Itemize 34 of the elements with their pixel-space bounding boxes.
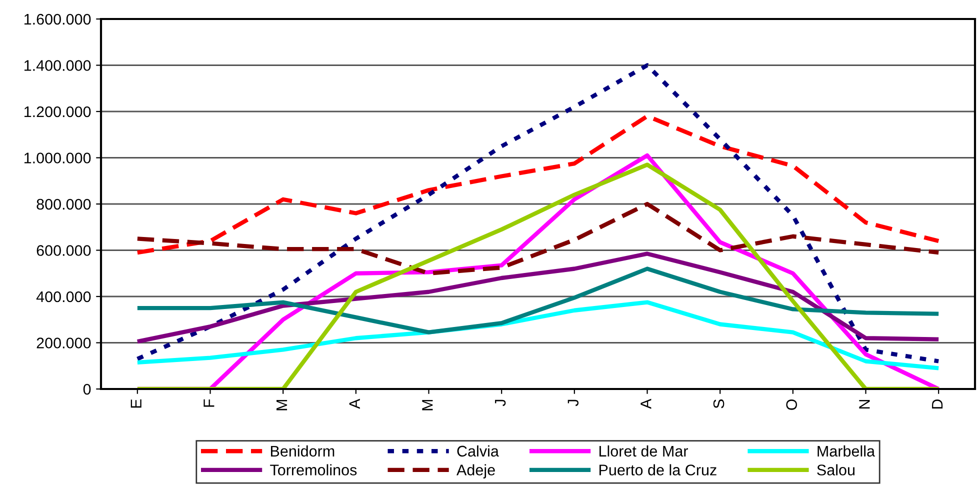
legend-label: Benidorm — [270, 445, 334, 457]
x-tick-label: M — [422, 400, 433, 410]
x-tick-label: N — [859, 400, 870, 408]
legend-label: Marbella — [818, 445, 876, 457]
y-tick-label: 0 — [83, 384, 91, 395]
y-tick-label: 600.000 — [36, 245, 91, 256]
x-tick-label: J — [568, 400, 579, 406]
legend-label: Torremolinos — [270, 464, 357, 476]
x-tick-label: D — [932, 399, 943, 408]
x-tick-label: E — [130, 399, 142, 408]
x-tick-label: A — [640, 398, 652, 409]
line-series — [135, 114, 941, 255]
x-tick-label: J — [495, 400, 506, 406]
y-tick-label: 800.000 — [36, 198, 91, 210]
legend-label: Puerto de la Cruz — [599, 464, 716, 476]
line-series — [135, 202, 941, 276]
y-tick-label: 1.200.000 — [24, 106, 91, 118]
x-tick-label: M — [276, 400, 288, 410]
y-tick-label: 1.000.000 — [24, 152, 91, 164]
x-tick-label: F — [204, 399, 214, 407]
x-tick-label: S — [713, 399, 724, 408]
legend-label: Adeje — [456, 464, 495, 478]
legend-label: Salou — [817, 464, 854, 476]
legend-label: Calvia — [457, 445, 499, 457]
y-tick-label: 200.000 — [36, 338, 91, 348]
line-series — [135, 252, 941, 344]
line-series — [135, 63, 941, 364]
y-tick-label: 400.000 — [36, 291, 91, 302]
line-series — [135, 266, 941, 334]
y-tick-label: 1.400.000 — [24, 60, 91, 71]
y-tick-label: 1.600.000 — [24, 14, 91, 25]
x-tick-label: O — [786, 399, 798, 410]
legend-label: Lloret de Mar — [599, 445, 688, 457]
x-tick-label: A — [349, 398, 360, 409]
